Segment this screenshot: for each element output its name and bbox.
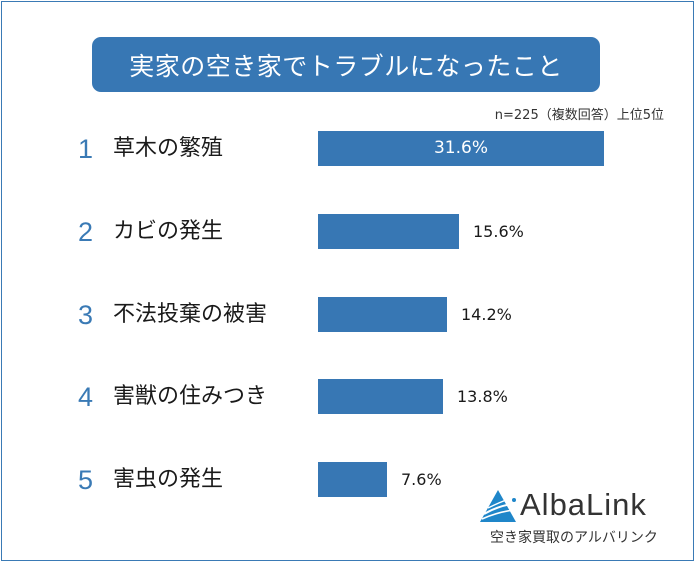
logo-wordmark: AlbaLink — [520, 487, 647, 522]
value-label: 13.8% — [457, 387, 508, 406]
category-label: 害虫の発生 — [113, 467, 224, 492]
chart-row: 2 カビの発生 15.6% — [0, 214, 696, 250]
albalink-triangle-icon — [480, 490, 516, 522]
chart-row: 4 害獣の住みつき 13.8% — [0, 379, 696, 415]
bar — [318, 297, 447, 332]
value-label: 14.2% — [461, 305, 512, 324]
chart-title-banner: 実家の空き家でトラブルになったこと — [92, 37, 600, 92]
value-label: 7.6% — [401, 470, 442, 489]
bar — [318, 214, 459, 249]
category-label: 草木の繁殖 — [113, 136, 224, 161]
chart-row: 5 害虫の発生 7.6% — [0, 462, 696, 498]
chart-row: 3 不法投棄の被害 14.2% — [0, 297, 696, 333]
value-label: 31.6% — [433, 138, 488, 158]
rank-number: 4 — [78, 382, 94, 412]
bar — [318, 379, 443, 414]
logo-tagline: 空き家買取のアルバリンク — [490, 530, 658, 546]
category-label: 不法投棄の被害 — [113, 302, 268, 327]
albalink-logo: AlbaLink 空き家買取のアルバリンク — [478, 486, 678, 548]
value-label: 15.6% — [473, 222, 524, 241]
bar — [318, 462, 387, 497]
category-label: カビの発生 — [113, 219, 224, 244]
bar — [318, 131, 604, 166]
rank-number: 5 — [78, 465, 94, 495]
rank-number: 2 — [78, 217, 94, 247]
sample-note: n=225（複数回答）上位5位 — [494, 108, 664, 123]
chart-row: 1 草木の繁殖 31.6% — [0, 131, 696, 167]
chart-title: 実家の空き家でトラブルになったこと — [129, 51, 563, 81]
rank-number: 3 — [78, 300, 94, 330]
rank-number: 1 — [78, 134, 94, 164]
category-label: 害獣の住みつき — [113, 384, 268, 409]
